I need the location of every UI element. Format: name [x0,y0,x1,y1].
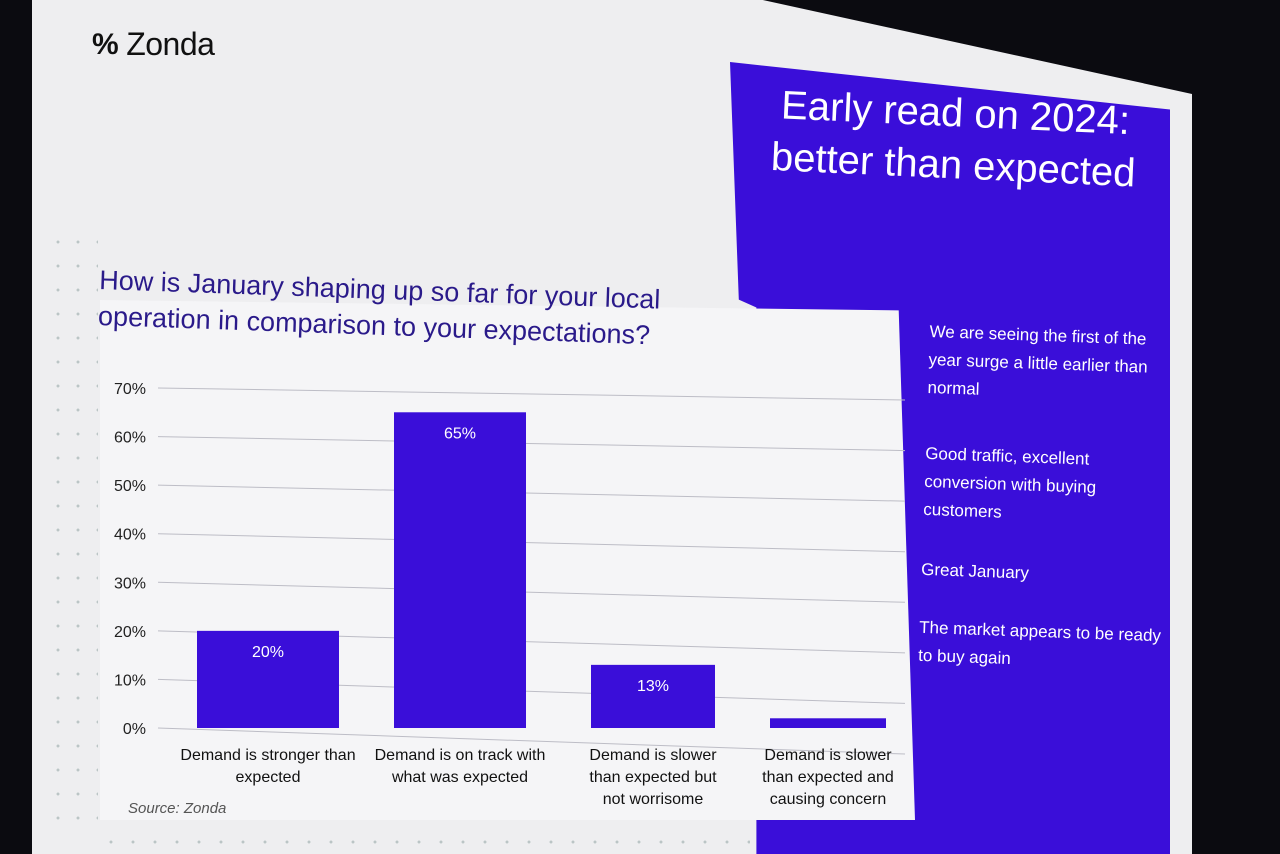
decorative-dots-bottom [100,832,750,852]
y-tick-label: 60% [114,430,146,447]
gridline [157,581,906,603]
x-category-label: Demand is slower than expected but not wor… [589,747,717,808]
y-tick-label: 70% [114,381,146,398]
x-category-label: Demand is stronger than expected [180,747,355,786]
x-category-label: Demand is slower than expected and causing… [762,747,894,808]
source-note: Source: Zonda [128,800,227,817]
x-category-label: Demand is on track with what was expected [375,747,546,786]
bar-data-label: 20% [252,644,284,661]
y-tick-label: 50% [114,478,146,495]
gridline [157,484,906,502]
gridline [157,387,906,401]
logo-text: Zonda [126,26,215,62]
bar [197,630,339,728]
y-tick-label: 40% [114,527,146,544]
bar-data-label: 13% [637,678,669,695]
gridline [157,436,906,452]
percent-logo-icon: % [92,27,119,61]
bar [770,718,886,728]
zonda-logo: % Zonda [92,26,215,63]
y-tick-label: 0% [123,721,146,738]
bar [394,412,526,728]
y-tick-label: 20% [114,624,146,641]
bar-data-label: 65% [444,425,476,442]
bar [591,664,715,728]
y-tick-label: 30% [114,575,146,592]
gridline [157,533,906,553]
y-tick-label: 10% [114,672,146,689]
decorative-dots-left [48,230,98,830]
gridline [157,727,906,755]
